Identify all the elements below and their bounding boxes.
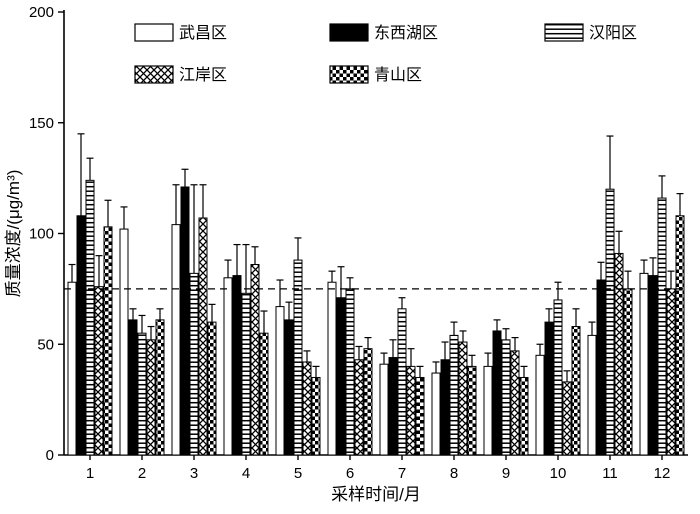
- legend-label: 汉阳区: [589, 24, 637, 42]
- bar-汉阳区-m6: [345, 288, 355, 456]
- y-tick-label: 100: [29, 226, 54, 243]
- bar-东西湖区-m6: [336, 297, 346, 456]
- bar-江岸区-m9: [510, 350, 520, 456]
- bar-武昌区-m5: [275, 306, 285, 456]
- bar-青山区-m10: [571, 326, 581, 456]
- x-axis-label: 采样时间/月: [331, 485, 421, 504]
- y-tick-label: 200: [29, 4, 54, 21]
- bar-江岸区-m5: [302, 361, 312, 456]
- x-tick-label: 7: [398, 465, 406, 482]
- bar-东西湖区-m7: [388, 357, 398, 456]
- legend-item-东西湖区: 东西湖区: [329, 23, 438, 42]
- bar-汉阳区-m2: [137, 332, 147, 456]
- bar-青山区-m5: [311, 376, 321, 456]
- bar-江岸区-m3: [198, 217, 208, 456]
- x-tick-label: 3: [190, 465, 198, 482]
- bar-青山区-m6: [363, 348, 373, 456]
- x-tick-label: 10: [550, 465, 567, 482]
- bar-江岸区-m12: [666, 288, 676, 456]
- bar-青山区-m9: [519, 376, 529, 456]
- bar-东西湖区-m8: [440, 359, 450, 456]
- x-tick-label: 5: [294, 465, 302, 482]
- bar-青山区-m7: [415, 376, 425, 456]
- legend-swatch-solid: [329, 23, 369, 42]
- bar-青山区-m4: [259, 332, 269, 456]
- x-tick-label: 2: [138, 465, 146, 482]
- y-axis-label: 质量浓度/(μg/m³): [4, 170, 23, 298]
- x-tick-label: 9: [502, 465, 510, 482]
- bar-武昌区-m12: [639, 272, 649, 456]
- bar-东西湖区-m9: [492, 330, 502, 456]
- x-tick-label: 8: [450, 465, 458, 482]
- bar-武昌区-m4: [223, 277, 233, 456]
- legend-swatch-crosshatch: [134, 65, 174, 84]
- bar-青山区-m12: [675, 215, 685, 456]
- bar-汉阳区-m3: [189, 272, 199, 456]
- legend-swatch-checker: [329, 65, 369, 84]
- bar-东西湖区-m10: [544, 321, 554, 456]
- y-tick-label: 50: [37, 336, 54, 353]
- bar-汉阳区-m7: [397, 308, 407, 456]
- bar-东西湖区-m4: [232, 275, 242, 456]
- bar-青山区-m1: [103, 226, 113, 456]
- bar-武昌区-m7: [379, 363, 389, 456]
- bar-汉阳区-m11: [605, 188, 615, 456]
- bar-江岸区-m1: [94, 286, 104, 456]
- bar-汉阳区-m10: [553, 299, 563, 456]
- x-tick-label: 1: [86, 465, 94, 482]
- bar-江岸区-m6: [354, 359, 364, 456]
- x-tick-label: 4: [242, 465, 250, 482]
- legend-item-汉阳区: 汉阳区: [544, 23, 637, 42]
- bar-汉阳区-m4: [241, 292, 251, 456]
- bar-武昌区-m9: [483, 365, 493, 456]
- bar-武昌区-m1: [67, 281, 77, 456]
- legend-label: 东西湖区: [374, 24, 438, 42]
- bar-青山区-m8: [467, 365, 477, 456]
- bar-汉阳区-m12: [657, 197, 667, 456]
- bar-江岸区-m11: [614, 252, 624, 456]
- y-tick-label: 0: [46, 447, 54, 464]
- bar-武昌区-m11: [587, 334, 597, 456]
- legend-item-江岸区: 江岸区: [134, 65, 227, 84]
- bar-汉阳区-m8: [449, 334, 459, 456]
- bar-江岸区-m2: [146, 339, 156, 456]
- x-tick-label: 11: [602, 465, 618, 482]
- bar-东西湖区-m12: [648, 275, 658, 456]
- x-tick-label: 12: [654, 465, 671, 482]
- bar-汉阳区-m1: [85, 179, 95, 456]
- bar-武昌区-m3: [171, 224, 181, 456]
- legend-label: 江岸区: [179, 66, 227, 84]
- bar-东西湖区-m5: [284, 319, 294, 456]
- bar-武昌区-m6: [327, 281, 337, 456]
- x-tick-label: 6: [346, 465, 354, 482]
- legend-item-青山区: 青山区: [329, 65, 422, 84]
- legend-label: 武昌区: [179, 24, 227, 42]
- bar-东西湖区-m1: [76, 215, 86, 456]
- legend-label: 青山区: [374, 66, 422, 84]
- bar-江岸区-m8: [458, 341, 468, 456]
- bar-东西湖区-m11: [596, 279, 606, 456]
- bar-东西湖区-m2: [128, 319, 138, 456]
- bar-武昌区-m10: [535, 354, 545, 456]
- bar-江岸区-m4: [250, 264, 260, 456]
- bar-青山区-m2: [155, 319, 165, 456]
- legend-swatch-plain: [134, 23, 174, 42]
- bar-青山区-m3: [207, 321, 217, 456]
- legend-item-武昌区: 武昌区: [134, 23, 227, 42]
- bar-汉阳区-m9: [501, 339, 511, 456]
- bar-江岸区-m10: [562, 381, 572, 456]
- bar-东西湖区-m3: [180, 186, 190, 456]
- bar-江岸区-m7: [406, 365, 416, 456]
- y-tick-label: 150: [29, 115, 54, 132]
- legend-swatch-hlines: [544, 23, 584, 42]
- bar-青山区-m11: [623, 288, 633, 456]
- bar-武昌区-m2: [119, 228, 129, 456]
- bar-武昌区-m8: [431, 372, 441, 456]
